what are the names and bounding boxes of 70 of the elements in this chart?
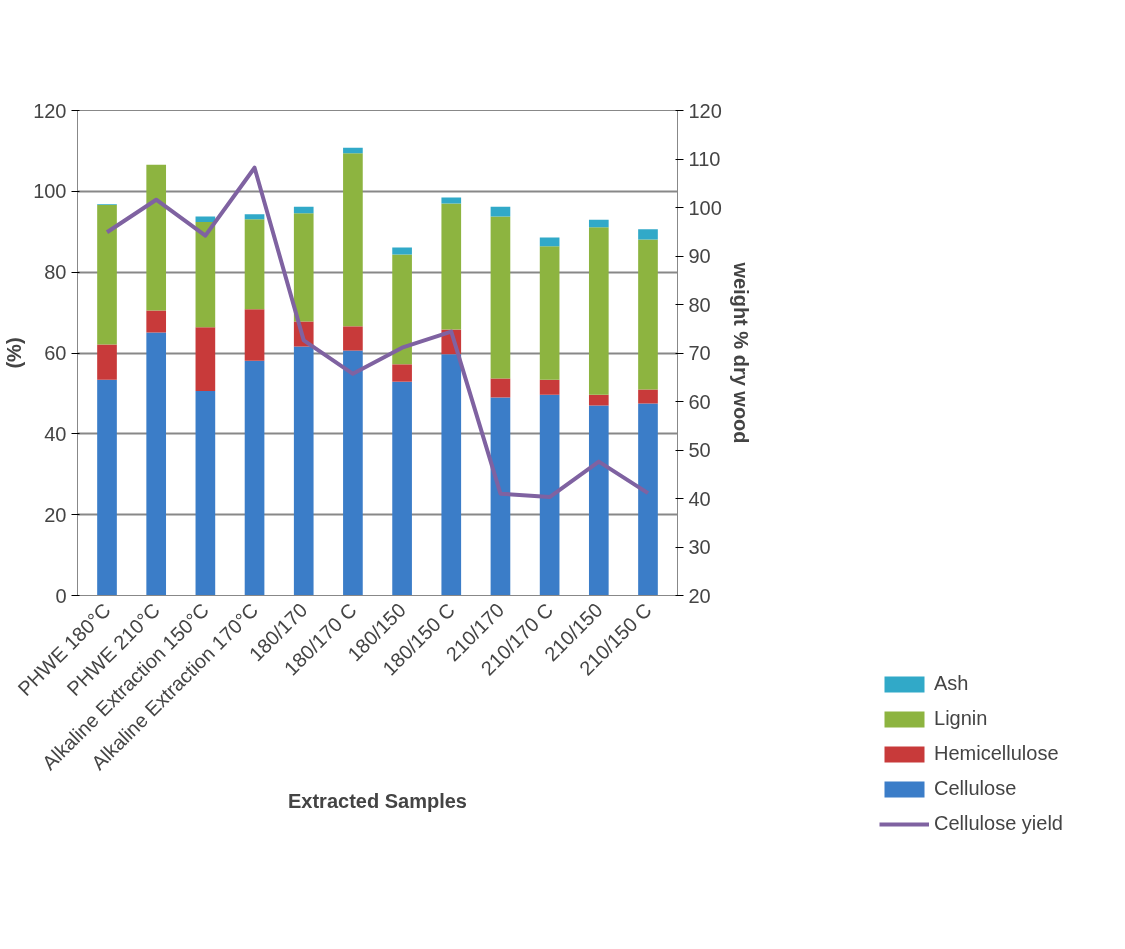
y2-tick-label: 30 — [688, 536, 711, 558]
y2-tick-label: 110 — [688, 148, 721, 170]
bar — [195, 390, 216, 596]
y2-axis-title: weight % dry wood — [729, 261, 752, 444]
legend-label: Hemicellulose — [934, 742, 1059, 765]
bar — [441, 203, 462, 330]
y-tick-label: 100 — [33, 180, 67, 203]
bar — [490, 378, 511, 398]
bar — [343, 350, 363, 596]
bar — [343, 147, 363, 154]
y2-tick-label: 50 — [688, 439, 711, 461]
bar — [588, 227, 609, 395]
y2-tick-label: 100 — [688, 196, 722, 219]
bar — [441, 197, 462, 204]
bar — [146, 310, 167, 333]
bar — [293, 346, 314, 596]
bar — [97, 344, 117, 380]
bar — [293, 213, 314, 322]
y-tick-label: 0 — [55, 584, 67, 607]
y2-tick-label: 70 — [688, 342, 711, 364]
bar — [638, 239, 658, 390]
y2-tick-label: 60 — [688, 390, 711, 413]
bar — [343, 326, 363, 351]
y2-tick-label: 120 — [688, 99, 722, 122]
bar — [588, 405, 609, 596]
bar — [638, 389, 658, 404]
bar — [343, 153, 363, 327]
bar — [539, 246, 560, 380]
x-axis-title: Extracted Samples — [288, 789, 467, 812]
bar — [97, 379, 117, 596]
bar — [146, 332, 167, 596]
bar — [97, 205, 117, 345]
bar — [539, 379, 560, 395]
legend-label: Cellulose — [934, 777, 1017, 800]
y-tick-label: 20 — [44, 503, 67, 526]
bar — [244, 360, 265, 596]
y2-tick-label: 40 — [688, 487, 711, 510]
bar — [490, 397, 511, 596]
bar — [490, 206, 511, 217]
bar — [392, 381, 412, 596]
line-series — [105, 165, 650, 500]
bar — [441, 354, 462, 596]
y-axis-title: (%) — [3, 337, 26, 369]
bar — [490, 216, 511, 379]
bar — [638, 403, 658, 596]
bar — [539, 237, 560, 247]
bar — [244, 309, 265, 361]
bar — [588, 394, 609, 406]
y-tick-label: 60 — [44, 342, 67, 364]
bar — [392, 254, 412, 365]
bar — [195, 222, 216, 328]
bar — [244, 214, 265, 220]
y-tick-label: 80 — [44, 261, 67, 284]
bar — [588, 219, 609, 228]
y2-tick-label: 90 — [688, 245, 711, 267]
bar — [638, 229, 658, 240]
legend-label: Cellulose yield — [934, 812, 1063, 835]
bar — [244, 219, 265, 310]
bar — [392, 364, 412, 382]
bar — [195, 327, 216, 391]
legend-label: Ash — [934, 672, 969, 695]
bar — [146, 164, 167, 311]
y2-tick-label: 20 — [688, 584, 711, 607]
y2-tick-label: 80 — [688, 293, 711, 316]
legend-label: Lignin — [934, 707, 988, 730]
bar — [293, 206, 314, 214]
bar — [195, 216, 216, 223]
y-tick-label: 40 — [44, 422, 67, 445]
y-tick-label: 120 — [33, 99, 67, 122]
bar — [539, 394, 560, 596]
